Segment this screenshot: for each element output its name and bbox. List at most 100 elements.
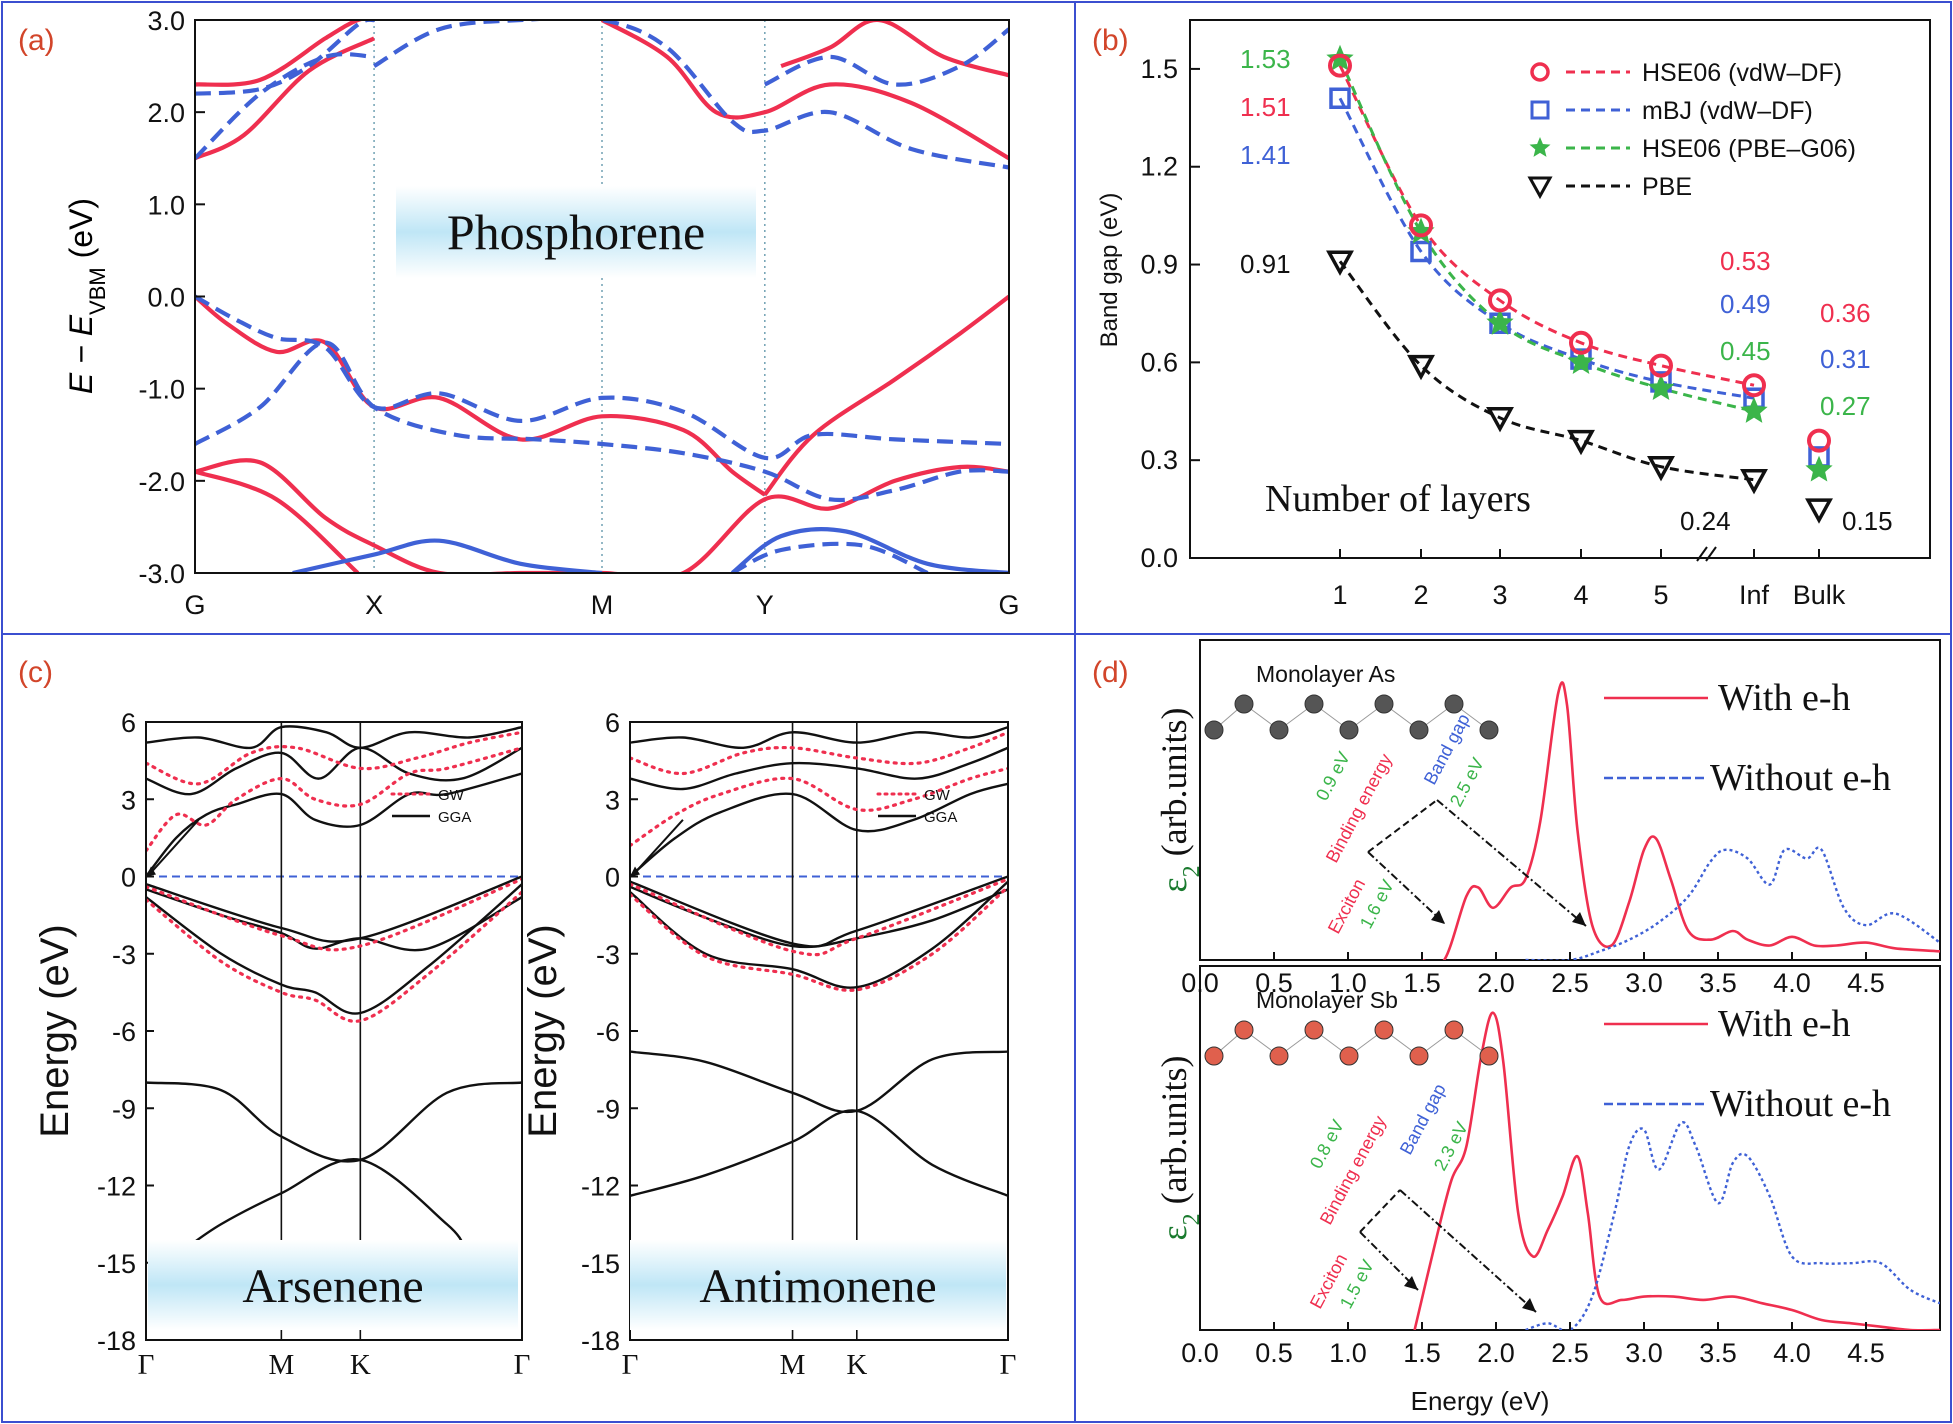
panel-c-gga-band-5 <box>630 782 1008 878</box>
panel-c-legend-gw: GW <box>924 787 951 804</box>
panel-a-band-8 <box>195 52 375 160</box>
panel-d-atom <box>1204 1046 1224 1066</box>
panel-b-annotation: 0.36 <box>1820 298 1871 328</box>
panel-d-atom <box>1409 1046 1429 1066</box>
panel-b-y-tick-label: 1.2 <box>1140 152 1178 182</box>
panel-d-top-arsenic: 0.0 0.5 1.0 1.5 2.0 2.5 3.0 3.5 4.0 4.5ε2 (arb.un… <box>1154 639 1941 998</box>
panel-b-legend-marker <box>1530 62 1550 82</box>
panel-d-legend-with: With e-h <box>1718 1003 1850 1045</box>
panel-d-atom <box>1304 694 1324 714</box>
panel-b-marker-hse-vdw <box>1649 353 1673 378</box>
panel-c-x-tick-label: Γ <box>622 1349 639 1381</box>
panel-d-series-1 <box>1525 1121 1940 1330</box>
panel-c-gga-band-0 <box>146 875 522 943</box>
panel-b-x-tick-label: Inf <box>1739 580 1770 610</box>
panel-b-marker-pbe <box>1647 455 1675 482</box>
panel-b-axis-break <box>1696 546 1717 562</box>
panel-d-x-tick-label: 3.0 <box>1625 1338 1663 1368</box>
panel-b-annotation: 0.91 <box>1240 249 1291 279</box>
panel-a-y-tick-label: -1.0 <box>138 375 185 405</box>
panel-b-y-tick-label: 0.6 <box>1140 347 1178 377</box>
panel-c-gw-band-3 <box>630 730 1008 776</box>
panel-d-binding-arrow <box>1367 799 1438 853</box>
panel-c-y-tick-label: -12 <box>97 1172 136 1202</box>
panel-c-gw-band-3 <box>146 730 522 786</box>
panel-d-annotation: Exciton <box>1324 875 1369 937</box>
panel-d-x-tick-label: 1.5 <box>1403 968 1441 998</box>
panel-b-legend-entry: HSE06 (PBE–G06) <box>1642 135 1856 163</box>
panel-d-x-tick-label: 3.5 <box>1699 968 1737 998</box>
panel-d-binding-arrow <box>1359 1189 1401 1233</box>
panel-a-band-14 <box>292 538 603 573</box>
panel-b-x-tick-label: 1 <box>1332 580 1347 610</box>
panel-b-marker-hse-vdw <box>1569 330 1593 355</box>
panel-label-b: (b) <box>1092 24 1129 57</box>
panel-d-y-axis-symbol: ε <box>1154 1225 1194 1240</box>
panel-b-marker-pbe <box>1567 429 1595 456</box>
panel-d-arrowhead <box>1522 1298 1536 1312</box>
panel-d-y-axis-unit: (arb.units) <box>1154 707 1194 865</box>
panel-a-x-tick-label: Y <box>756 590 774 620</box>
panel-c-y-tick-label: -18 <box>97 1326 136 1356</box>
panel-c-gga-band-4 <box>182 1157 467 1251</box>
panel-a-y-tick-label: 1.0 <box>147 190 185 220</box>
panel-b-x-tick-label: 5 <box>1653 580 1668 610</box>
panel-a-band-4 <box>195 294 767 497</box>
panel-d-annotation: 2.5 eV <box>1446 755 1488 810</box>
panel-c-x-tick-label: M <box>268 1349 294 1381</box>
panel-c-gw-band-1 <box>630 885 1008 992</box>
panel-d-series-1 <box>1525 846 1940 960</box>
panel-b-legend-entry: HSE06 (vdW–DF) <box>1642 59 1842 87</box>
panel-c-plot-area <box>146 722 522 1340</box>
panel-c-gga-band-4 <box>630 1109 1008 1197</box>
panel-d-x-tick-label: 2.0 <box>1477 968 1515 998</box>
panel-d-x-tick-label: 0.5 <box>1255 1338 1293 1368</box>
panel-a-y-tick-label: 3.0 <box>147 6 185 36</box>
panel-c-gw-band-0 <box>630 877 1008 957</box>
panel-c-antimonene-bands: -18 -15 -12 -9 -6 -3 0 3 6 Γ M K Γ Energy (eV) GW GGA An… <box>521 708 1016 1381</box>
panel-c-band-structures: -18 -15 -12 -9 -6 -3 0 3 6 Γ M K Γ Energy (eV) GW GGA Ar… <box>33 708 1016 1381</box>
panel-c-y-tick-label: -15 <box>97 1249 136 1279</box>
panel-b-annotation: 0.49 <box>1720 289 1771 319</box>
panel-c-y-tick-label: 6 <box>121 708 136 738</box>
panel-b-y-tick-label: 0.9 <box>1140 250 1178 280</box>
panel-c-y-tick-label: 0 <box>605 863 620 893</box>
panel-b-marker-hse-g06 <box>1647 374 1675 401</box>
panel-d-y-axis-subscript: 2 <box>1179 1213 1205 1225</box>
panel-d-x-tick-label: 3.0 <box>1625 968 1663 998</box>
panel-d-y-axis-symbol: ε <box>1154 877 1194 892</box>
panel-b-marker-hse-vdw <box>1807 428 1831 453</box>
panel-d-gap-arrow <box>1436 799 1587 927</box>
panel-c-gap-arrowhead <box>146 866 156 877</box>
panel-d-annotation: 0.8 eV <box>1306 1117 1348 1172</box>
panel-d-atom <box>1444 694 1464 714</box>
panel-d-x-tick-label: 1.5 <box>1403 1338 1441 1368</box>
panel-c-legend-gga: GGA <box>438 809 471 826</box>
panel-d-arrowhead <box>1431 910 1445 924</box>
panel-c-y-axis-label: Energy (eV) <box>521 924 565 1137</box>
panel-a-band-6 <box>195 458 1009 573</box>
panel-a-band-7 <box>195 469 360 573</box>
panel-b-y-tick-label: 1.5 <box>1140 54 1178 84</box>
panel-c-x-tick-label: K <box>350 1349 371 1381</box>
panel-c-title-banner <box>148 1240 518 1330</box>
panel-b-marker-hse-g06 <box>1740 396 1768 423</box>
panel-c-gga-band-3 <box>146 1081 522 1163</box>
panel-d-atom <box>1269 1046 1289 1066</box>
panel-d-atom <box>1374 1020 1394 1040</box>
panel-a-title: Phosphorene <box>447 204 705 260</box>
panel-d-x-tick-label: 2.5 <box>1551 968 1589 998</box>
panel-b-marker-pbe <box>1486 407 1514 433</box>
panel-c-y-tick-label: 0 <box>121 863 136 893</box>
panel-a-band-15 <box>730 527 1009 573</box>
panel-d-x-tick-label: 4.5 <box>1847 968 1885 998</box>
panel-a-kpoint-lines <box>373 20 766 573</box>
panel-a-x-tick-label: M <box>591 590 614 620</box>
panel-a-x-tick-label: G <box>998 590 1019 620</box>
panel-a-band-1 <box>195 20 375 87</box>
panel-b-x-tick-label: 3 <box>1492 580 1507 610</box>
panel-d-annotation: 0.9 eV <box>1312 749 1354 804</box>
panel-d-x-tick-label: 2.0 <box>1477 1338 1515 1368</box>
panel-d-inset-title: Monolayer Sb <box>1256 987 1398 1013</box>
panel-d-atom <box>1479 1046 1499 1066</box>
